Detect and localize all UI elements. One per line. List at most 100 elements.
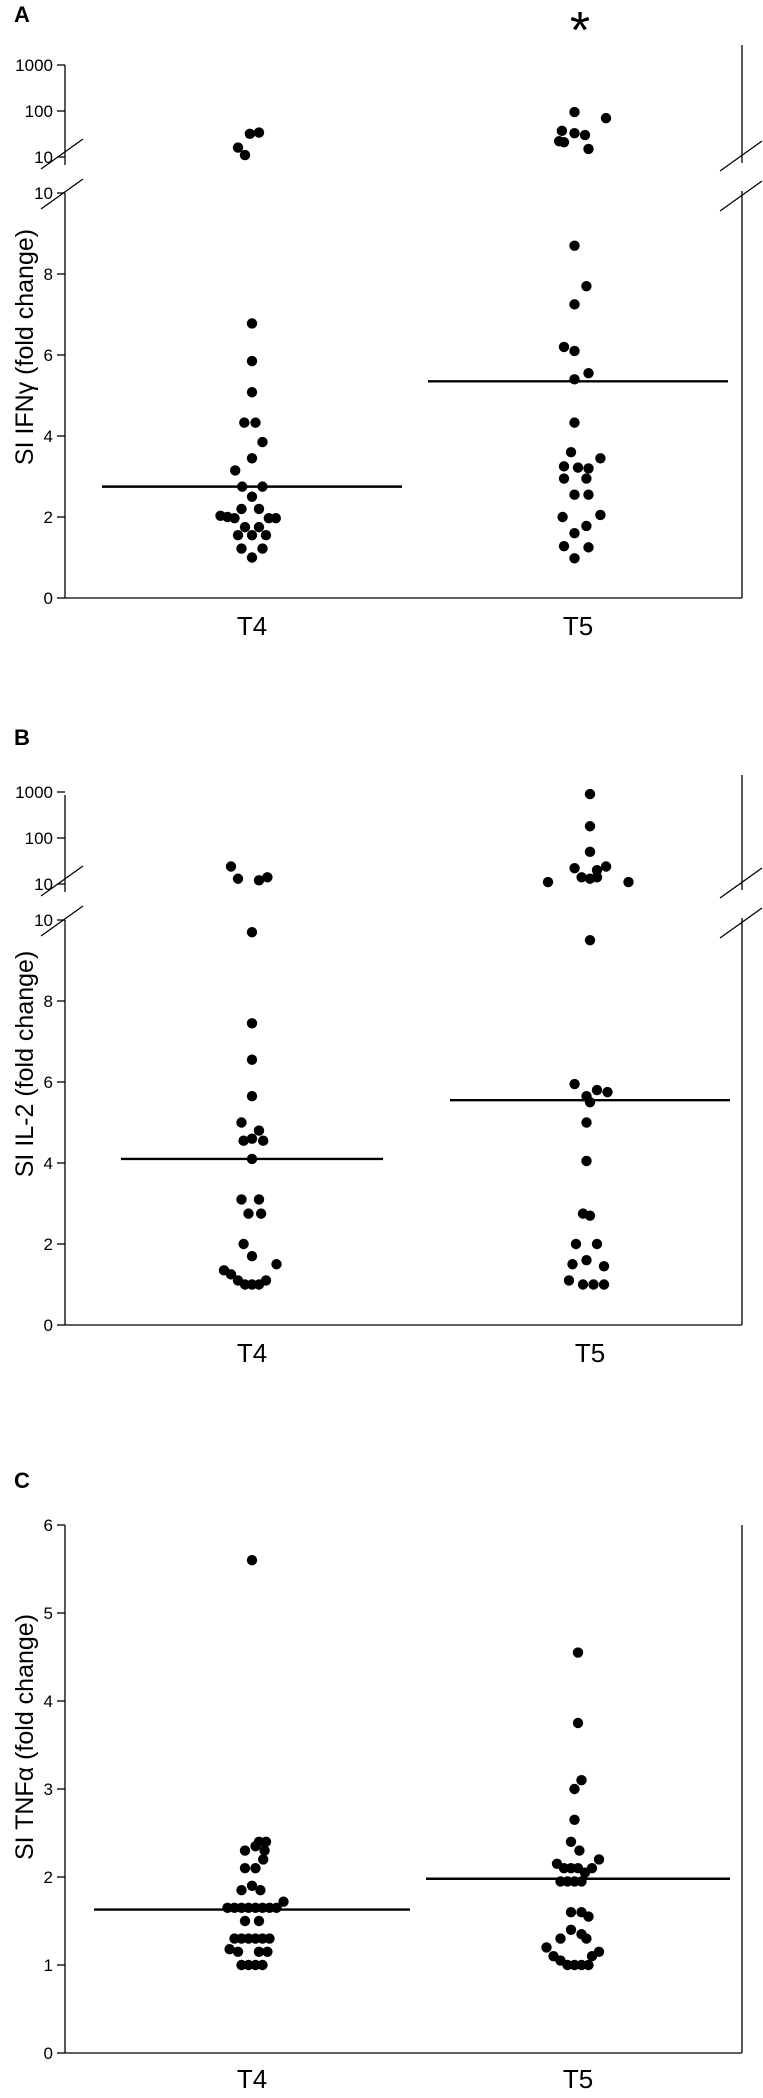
panel-c-point-t4 [257, 1959, 268, 1971]
panel-c-point-t5 [576, 1775, 587, 1786]
panel-a-point-t4 [270, 513, 281, 524]
panel-c-point-t5 [574, 1845, 585, 1856]
panel-a-point-t4 [236, 543, 247, 554]
panel-a-point-t5 [569, 106, 580, 118]
panel-c-point-t4 [246, 1880, 258, 1892]
panel-b-point-t4 [243, 1208, 254, 1219]
panel-a-point-t5 [581, 280, 592, 292]
panel-b-point-t5 [623, 876, 634, 888]
panel-b-point-t5 [581, 1255, 592, 1266]
panel-b-point-t5 [600, 861, 612, 872]
panel-a-point-t5 [581, 473, 592, 484]
panel-c-ytick-label: 3 [44, 1780, 53, 1799]
panel-b-point-t4 [246, 1090, 258, 1102]
panel-a-point-t4 [244, 128, 256, 139]
panel-a-point-t5 [569, 417, 580, 428]
panel-b-point-t5 [591, 872, 603, 883]
panel-a-point-t4 [239, 417, 250, 428]
panel-c-point-t5 [576, 1876, 587, 1887]
panel-a-point-t5 [558, 341, 570, 353]
panel-b-point-t5 [591, 1238, 603, 1250]
panel-a-ylabel: SI IFNγ (fold change) [11, 229, 39, 465]
panel-b-point-t5 [584, 1210, 596, 1221]
panel-b-point-t4 [271, 1259, 282, 1270]
panel-c-point-t4 [232, 1946, 244, 1958]
panel-c-point-t5 [593, 1854, 605, 1865]
panel-a-point-t5 [569, 528, 580, 539]
panel-b-ytick-lower-label: 2 [44, 1235, 53, 1254]
panel-c-point-t4 [253, 1915, 265, 1927]
panel-a-point-t4 [253, 127, 265, 138]
panel-a-point-t5 [583, 489, 594, 500]
panel-a-point-t5 [572, 462, 584, 473]
panel-a-point-t5 [569, 345, 580, 357]
panel-b-point-t5 [542, 876, 554, 888]
panel-a-point-t4 [230, 465, 241, 476]
panel-b-point-t5 [584, 788, 596, 800]
panel-b-point-t5 [598, 1261, 610, 1272]
panel-a-point-t4 [232, 142, 244, 153]
panel-a-letter: A [14, 2, 30, 27]
panel-b-point-t5 [584, 846, 596, 858]
panel-b-point-t4 [232, 873, 244, 884]
panel-b-point-t5 [598, 1279, 610, 1290]
panel-c-ytick-label: 1 [44, 1956, 53, 1975]
panel-b-point-t5 [591, 864, 603, 876]
panel-a-point-t5 [595, 453, 606, 464]
panel-a-point-t4 [253, 521, 265, 533]
panel-c-point-t4 [271, 1902, 282, 1914]
panel-b-point-t4 [258, 1135, 269, 1146]
panel-b-point-t4 [246, 1250, 258, 1262]
panel-b-point-t5 [584, 1097, 596, 1108]
panel-b-point-t4 [225, 861, 237, 872]
panel-a-point-t4 [246, 453, 258, 464]
panel-b-ytick-upper-label: 10 [34, 875, 53, 894]
panel-a-point-t5 [595, 509, 606, 521]
panel-a-significance-marker: * [570, 2, 590, 60]
panel-a-point-t5 [569, 553, 580, 564]
panel-b-point-t5 [581, 1117, 592, 1128]
panel-b-point-t5 [577, 1279, 589, 1290]
panel-c-point-t4 [264, 1933, 275, 1944]
panel-c-point-t5 [555, 1933, 566, 1944]
panel-b-point-t4 [246, 1018, 258, 1029]
panel-b-point-t4 [238, 1238, 249, 1250]
panel-c-ytick-label: 5 [44, 1604, 53, 1623]
panel-b-point-t5 [584, 821, 596, 832]
panel-a-point-t5 [579, 129, 591, 141]
panel-b-ytick-lower-label: 4 [44, 1154, 53, 1173]
panel-b-point-t4 [225, 1269, 237, 1280]
panel-b-break-mark-left-1 [40, 865, 84, 897]
panel-c-ytick-label: 4 [44, 1692, 53, 1711]
panel-b-point-t4 [246, 1153, 258, 1165]
panel-c-point-t5 [583, 1959, 594, 1971]
panel-a-point-t4 [246, 355, 258, 367]
panel-b-point-t4 [246, 1133, 258, 1144]
panel-c-point-t5 [593, 1946, 605, 1958]
panel-c-point-t4 [278, 1896, 289, 1907]
panel-b-point-t5 [591, 1084, 603, 1096]
panel-b-category-label-t4: T4 [237, 1338, 267, 1368]
panel-b-point-t4 [246, 926, 258, 938]
panel-a-ytick-lower-label: 10 [34, 184, 53, 203]
panel-b-point-t4 [262, 872, 273, 883]
panel-a-break-mark-left-2 [40, 178, 84, 210]
panel-b-point-t5 [581, 1155, 592, 1167]
panel-a-point-t5 [569, 374, 580, 385]
panel-a-point-t5 [569, 489, 580, 500]
panel-c-point-t4 [259, 1845, 270, 1856]
panel-a-point-t5 [600, 112, 612, 124]
panel-c-point-t4 [239, 1915, 251, 1927]
panel-b-point-t5 [570, 1238, 582, 1250]
panel-b-point-t5 [602, 1086, 613, 1098]
panel-b-point-t4 [253, 1125, 265, 1136]
panel-c-point-t5 [565, 1836, 577, 1848]
panel-a-ytick-upper-label: 10 [34, 148, 53, 167]
panel-a-point-t4 [236, 503, 247, 515]
panel-c-point-t4 [255, 1885, 266, 1896]
panel-c-letter: C [14, 1468, 30, 1493]
panel-a-break-mark-left-1 [40, 138, 84, 170]
panel-c-point-t4 [224, 1943, 235, 1955]
panel-c-point-t4 [250, 1841, 261, 1852]
